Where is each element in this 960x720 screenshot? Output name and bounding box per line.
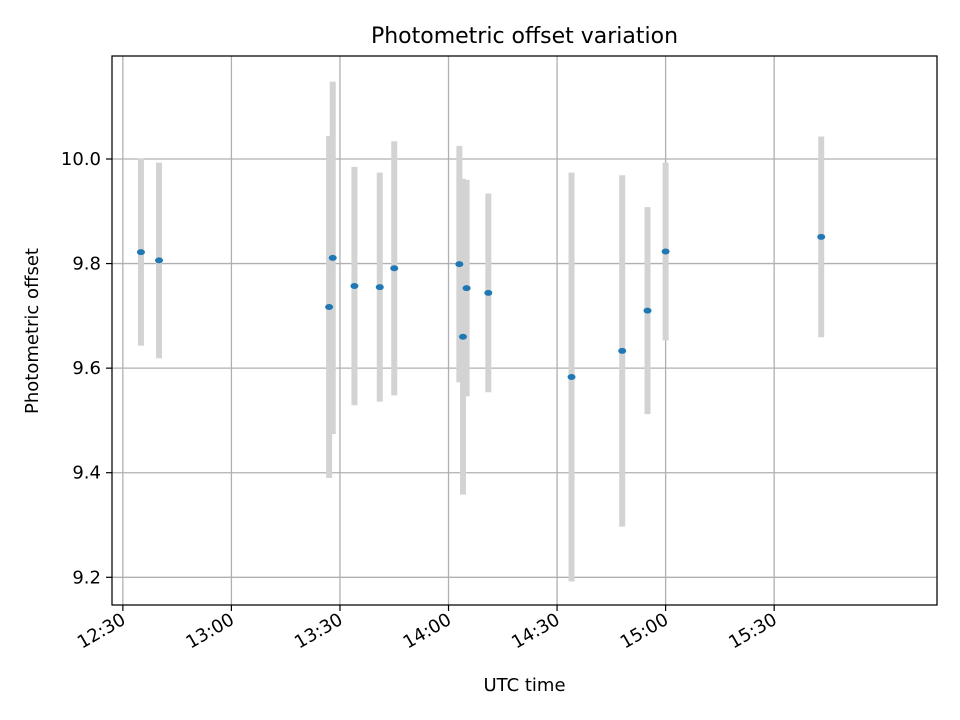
data-point [643, 307, 652, 314]
data-point [462, 285, 471, 292]
data-point [817, 233, 826, 240]
chart-title: Photometric offset variation [371, 24, 678, 49]
y-axis-ticks: 9.2 9.4 9.6 9.8 10.0 [61, 149, 112, 588]
data-point [390, 265, 399, 272]
data-point [661, 248, 670, 255]
plot-frame [111, 55, 938, 606]
y-tick-label: 9.4 [72, 463, 101, 484]
y-axis-label: Photometric offset [22, 248, 43, 414]
data-point [484, 289, 493, 296]
y-tick-label: 10.0 [61, 149, 101, 170]
x-axis-label: UTC time [483, 675, 565, 696]
data-point [155, 257, 164, 264]
data-point [458, 333, 467, 340]
data-point [618, 347, 627, 354]
y-tick-label: 9.2 [72, 567, 101, 588]
data-point [455, 261, 464, 268]
y-tick-label: 9.6 [72, 358, 101, 379]
y-tick-label: 9.8 [72, 254, 101, 275]
data-points [136, 233, 826, 381]
data-point [375, 284, 384, 291]
data-point [325, 303, 334, 310]
data-point [350, 283, 359, 290]
data-point [567, 374, 576, 381]
data-point [136, 249, 145, 256]
data-point [328, 254, 337, 261]
